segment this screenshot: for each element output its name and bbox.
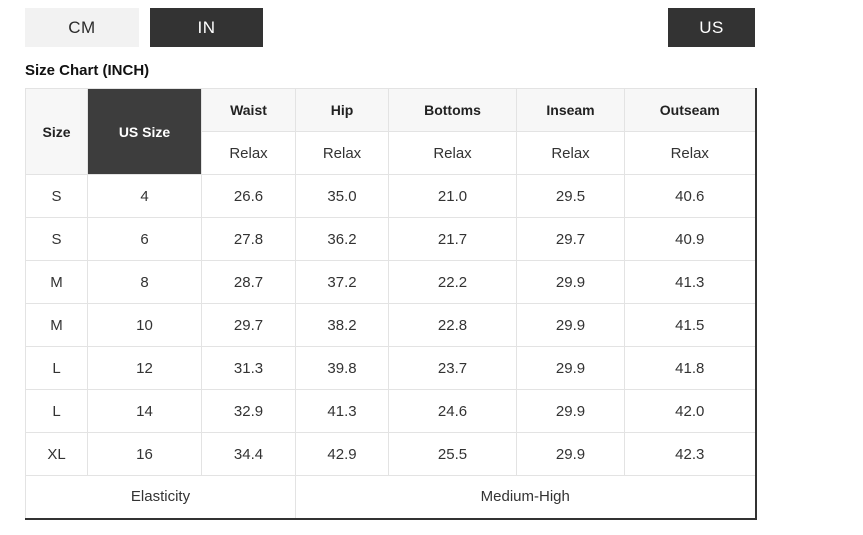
waist-cell: 31.3	[201, 346, 296, 390]
waist-cell: 32.9	[201, 389, 296, 433]
bottoms-cell: 23.7	[388, 346, 517, 390]
us-size-cell: 6	[87, 217, 202, 261]
hip-cell: 35.0	[295, 174, 389, 218]
unit-toggle-row: CM IN US	[25, 8, 755, 47]
unit-toggle-cm-button[interactable]: CM	[25, 8, 139, 47]
us-size-cell: 10	[87, 303, 202, 347]
outseam-cell: 41.5	[624, 303, 756, 347]
bottoms-cell: 21.7	[388, 217, 517, 261]
hip-cell: 36.2	[295, 217, 389, 261]
bottoms-cell: 22.2	[388, 260, 517, 304]
table-row: S 4 26.6 35.0 21.0 29.5 40.6	[25, 174, 756, 218]
size-chart-page: CM IN US Size Chart (INCH) Size US Size …	[25, 8, 757, 520]
us-size-cell: 16	[87, 432, 202, 476]
size-cell: L	[25, 346, 88, 390]
size-cell: M	[25, 303, 88, 347]
hip-column-header: Hip	[295, 88, 389, 132]
inseam-cell: 29.9	[516, 389, 625, 433]
waist-column-header: Waist	[201, 88, 296, 132]
size-cell: S	[25, 174, 88, 218]
inseam-column-header: Inseam	[516, 88, 625, 132]
bottoms-cell: 25.5	[388, 432, 517, 476]
waist-fit-cell: Relax	[201, 131, 296, 175]
us-size-cell: 8	[87, 260, 202, 304]
table-row: S 6 27.8 36.2 21.7 29.7 40.9	[25, 217, 756, 261]
region-us-button[interactable]: US	[668, 8, 755, 47]
inseam-cell: 29.7	[516, 217, 625, 261]
unit-toggle-in-button[interactable]: IN	[150, 8, 263, 47]
table-row: L 12 31.3 39.8 23.7 29.9 41.8	[25, 346, 756, 390]
waist-cell: 26.6	[201, 174, 296, 218]
hip-fit-cell: Relax	[295, 131, 389, 175]
waist-cell: 29.7	[201, 303, 296, 347]
bottoms-cell: 22.8	[388, 303, 517, 347]
hip-cell: 42.9	[295, 432, 389, 476]
inseam-cell: 29.9	[516, 346, 625, 390]
us-size-column-header: US Size	[87, 88, 202, 175]
waist-cell: 34.4	[201, 432, 296, 476]
size-cell: M	[25, 260, 88, 304]
inseam-cell: 29.5	[516, 174, 625, 218]
outseam-cell: 41.8	[624, 346, 756, 390]
header-row-main: Size US Size Waist Hip Bottoms Inseam Ou…	[25, 88, 756, 175]
size-table-body: S 4 26.6 35.0 21.0 29.5 40.6 S 6 27.8 36.2 21.7 29.7…	[25, 174, 756, 476]
elasticity-label-cell: Elasticity	[25, 475, 296, 519]
size-cell: S	[25, 217, 88, 261]
inseam-cell: 29.9	[516, 303, 625, 347]
size-chart-table: Size US Size Waist Hip Bottoms Inseam Ou…	[25, 88, 757, 520]
inseam-cell: 29.9	[516, 432, 625, 476]
us-size-cell: 12	[87, 346, 202, 390]
hip-cell: 41.3	[295, 389, 389, 433]
outseam-cell: 40.6	[624, 174, 756, 218]
bottoms-cell: 21.0	[388, 174, 517, 218]
table-row: XL 16 34.4 42.9 25.5 29.9 42.3	[25, 432, 756, 476]
size-column-header: Size	[25, 88, 88, 175]
us-size-cell: 14	[87, 389, 202, 433]
elasticity-row: Elasticity Medium-High	[25, 475, 756, 519]
inseam-cell: 29.9	[516, 260, 625, 304]
table-row: M 10 29.7 38.2 22.8 29.9 41.5	[25, 303, 756, 347]
outseam-cell: 42.3	[624, 432, 756, 476]
hip-cell: 38.2	[295, 303, 389, 347]
table-row: M 8 28.7 37.2 22.2 29.9 41.3	[25, 260, 756, 304]
outseam-column-header: Outseam	[624, 88, 756, 132]
size-cell: L	[25, 389, 88, 433]
elasticity-value-cell: Medium-High	[295, 475, 756, 519]
header-row-fit: Relax Relax Relax Relax Relax	[26, 131, 756, 175]
bottoms-fit-cell: Relax	[388, 131, 517, 175]
hip-cell: 37.2	[295, 260, 389, 304]
size-table-footer: Elasticity Medium-High	[25, 475, 756, 519]
hip-cell: 39.8	[295, 346, 389, 390]
size-chart-header: Size US Size Waist Hip Bottoms Inseam Ou…	[25, 88, 756, 175]
outseam-cell: 41.3	[624, 260, 756, 304]
waist-cell: 28.7	[201, 260, 296, 304]
outseam-fit-cell: Relax	[624, 131, 756, 175]
outseam-cell: 42.0	[624, 389, 756, 433]
size-cell: XL	[25, 432, 88, 476]
outseam-cell: 40.9	[624, 217, 756, 261]
table-row: L 14 32.9 41.3 24.6 29.9 42.0	[25, 389, 756, 433]
bottoms-column-header: Bottoms	[388, 88, 517, 132]
bottoms-cell: 24.6	[388, 389, 517, 433]
size-chart-title: Size Chart (INCH)	[25, 62, 150, 79]
waist-cell: 27.8	[201, 217, 296, 261]
us-size-cell: 4	[87, 174, 202, 218]
inseam-fit-cell: Relax	[516, 131, 625, 175]
